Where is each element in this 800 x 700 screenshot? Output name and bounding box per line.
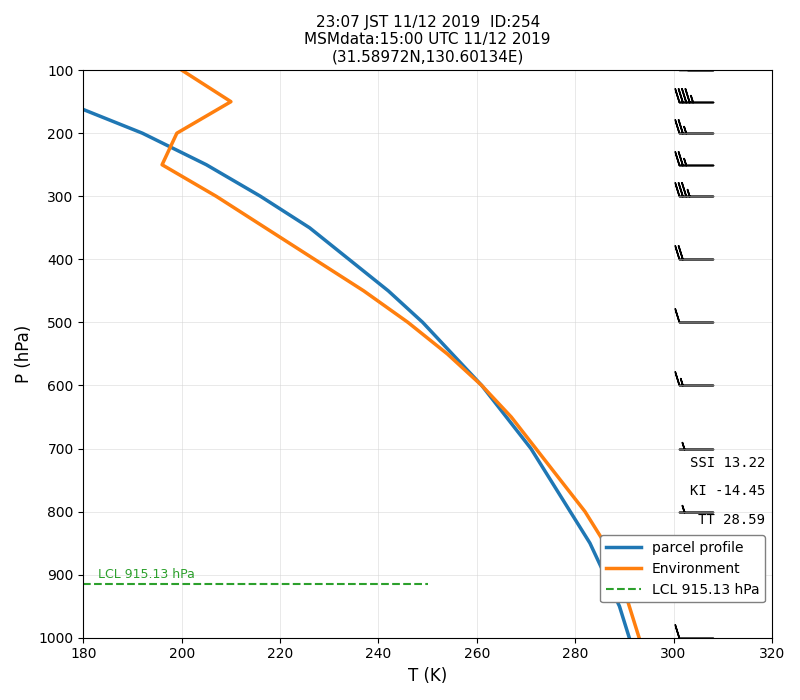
Environment (261, 223, 270, 232)
Environment (477, 382, 486, 390)
Text: KI -14.45: KI -14.45 (690, 484, 765, 498)
Environment (625, 602, 634, 610)
Environment (634, 634, 644, 642)
Environment (531, 444, 541, 453)
Environment (211, 192, 221, 200)
parcel profile (625, 634, 634, 642)
parcel profile (202, 160, 211, 169)
Environment (226, 97, 236, 106)
Environment (614, 570, 624, 579)
Text: TT 28.59: TT 28.59 (698, 513, 765, 527)
Environment (556, 476, 566, 484)
parcel profile (59, 97, 69, 106)
Line: parcel profile: parcel profile (0, 70, 630, 638)
Environment (310, 255, 319, 263)
Title: 23:07 JST 11/12 2019  ID:254
MSMdata:15:00 UTC 11/12 2019
(31.58972N,130.60134E): 23:07 JST 11/12 2019 ID:254 MSMdata:15:0… (304, 15, 551, 65)
parcel profile (418, 318, 427, 327)
parcel profile (614, 602, 624, 610)
X-axis label: T (K): T (K) (408, 667, 447, 685)
parcel profile (256, 192, 266, 200)
Environment (177, 66, 186, 74)
Environment (403, 318, 413, 327)
Environment (600, 539, 610, 547)
Environment (359, 287, 369, 295)
parcel profile (502, 413, 511, 421)
Environment (506, 413, 516, 421)
Environment (442, 350, 452, 358)
Text: LCL 915.13 hPa: LCL 915.13 hPa (98, 568, 195, 581)
Legend: parcel profile, Environment, LCL 915.13 hPa: parcel profile, Environment, LCL 915.13 … (600, 536, 765, 603)
Text: MS 5.39: MS 5.39 (706, 570, 765, 584)
parcel profile (566, 508, 575, 516)
Line: Environment: Environment (162, 70, 639, 638)
parcel profile (344, 255, 354, 263)
parcel profile (477, 382, 486, 390)
Text: g500BS 11.71: g500BS 11.71 (665, 541, 765, 555)
Text: SSI 13.22: SSI 13.22 (690, 456, 765, 470)
Y-axis label: P (hPa): P (hPa) (15, 325, 33, 383)
Environment (172, 129, 182, 137)
parcel profile (138, 129, 147, 137)
parcel profile (546, 476, 555, 484)
parcel profile (447, 350, 457, 358)
Environment (158, 160, 167, 169)
parcel profile (305, 223, 314, 232)
parcel profile (585, 539, 594, 547)
parcel profile (600, 570, 610, 579)
parcel profile (526, 444, 536, 453)
Environment (580, 508, 590, 516)
parcel profile (383, 287, 393, 295)
